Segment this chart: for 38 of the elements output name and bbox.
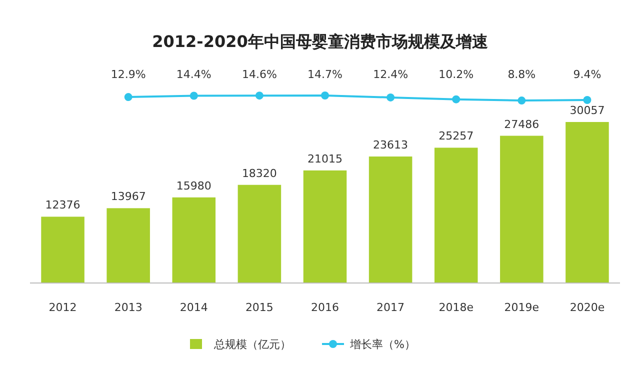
data-label: 12376 [45, 198, 80, 212]
data-label: 14.6% [242, 68, 277, 81]
data-label: 12.9% [110, 68, 146, 81]
bar [434, 148, 478, 283]
chart-title: 2012-2020年中国母婴童消费市场规模及增速 [152, 32, 489, 51]
bar [106, 208, 150, 283]
data-label: 25257 [438, 130, 474, 143]
data-label: 30057 [570, 104, 605, 117]
x-tick-label: 2014 [180, 301, 208, 314]
data-label: 14.7% [308, 68, 342, 81]
x-tick-label: 2019e [504, 301, 540, 314]
data-label: 12.4% [373, 68, 408, 81]
legend-label: 增长率（%） [349, 338, 416, 351]
x-tick-label: 2013 [114, 301, 142, 314]
data-label: 9.4% [573, 68, 602, 81]
bar [566, 122, 609, 283]
x-tick-label: 2018e [438, 301, 474, 314]
bar [238, 184, 282, 283]
bar [172, 197, 216, 283]
legend-label: 总规模（亿元） [213, 338, 291, 351]
data-label: 10.2% [438, 68, 474, 81]
data-label: 14.4% [176, 68, 212, 81]
data-label: 21015 [308, 152, 342, 166]
data-label: 18320 [242, 166, 277, 180]
data-label: 27486 [504, 118, 540, 131]
data-label: 23613 [373, 138, 408, 152]
bar [368, 156, 412, 283]
data-label: 15980 [176, 179, 212, 192]
x-tick-label: 2016 [311, 301, 339, 314]
x-tick-label: 2015 [245, 301, 274, 314]
x-tick-label: 2020e [570, 301, 605, 314]
bar [41, 216, 84, 283]
x-tick-label: 2012 [48, 301, 77, 314]
bar [303, 170, 347, 283]
x-tick-label: 2017 [376, 301, 405, 314]
data-label: 13967 [110, 190, 146, 204]
data-label: 8.8% [508, 68, 536, 81]
bar [500, 136, 544, 283]
